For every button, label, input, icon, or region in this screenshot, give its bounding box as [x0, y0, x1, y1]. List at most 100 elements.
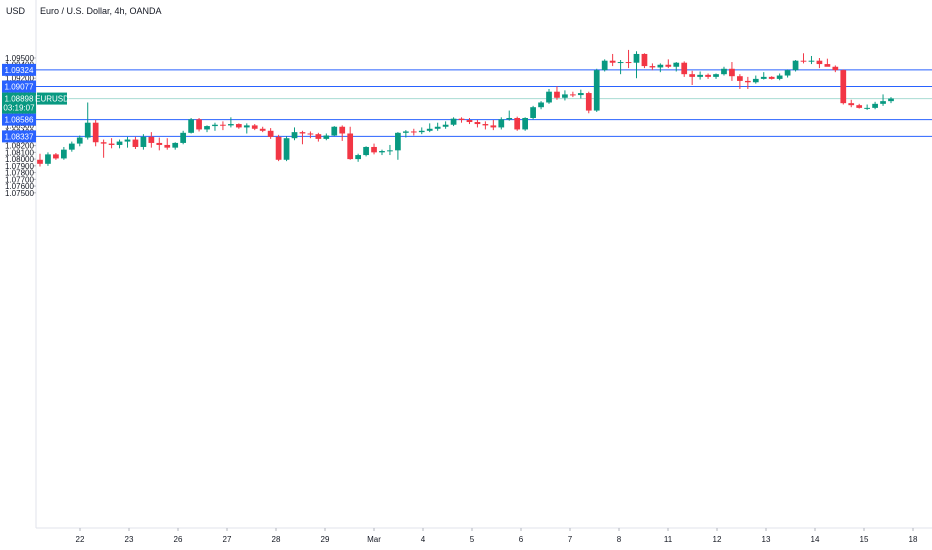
candle-body: [577, 93, 584, 96]
candle-body: [124, 139, 131, 142]
candle-body: [554, 91, 560, 98]
candle-body: [784, 70, 791, 76]
y-tick-label: 1.07700: [5, 175, 34, 184]
candle-body: [458, 118, 465, 121]
candle-body: [649, 66, 656, 68]
y-tick-label: 1.08500: [5, 121, 34, 130]
candle-body: [331, 126, 338, 136]
grid: [35, 0, 932, 529]
candle-body: [776, 75, 783, 79]
x-tick-label: 6: [519, 535, 524, 544]
candle-body: [506, 117, 513, 120]
candle-body: [824, 64, 831, 67]
candle-body: [808, 60, 815, 62]
candle-body: [848, 103, 855, 106]
current-price-label-bg: [2, 92, 36, 114]
candle-body: [243, 125, 250, 128]
candle-body: [856, 105, 863, 108]
level-label-bg: [2, 113, 36, 126]
candle-body: [108, 143, 115, 145]
candle-body: [68, 143, 75, 150]
candle-body: [60, 149, 67, 159]
y-tick-label: 1.09500: [5, 54, 34, 63]
candle-body: [665, 64, 672, 67]
candle-body: [196, 119, 202, 130]
candle-body: [538, 102, 544, 108]
horizontal-levels[interactable]: [36, 69, 932, 137]
candle-body: [697, 74, 703, 77]
candle-body: [721, 68, 727, 75]
candle-body: [880, 101, 886, 104]
candle-body: [339, 126, 346, 134]
candle-body: [641, 53, 648, 67]
candle-body: [673, 62, 680, 67]
candle-body: [323, 135, 330, 139]
candle-body: [251, 125, 258, 129]
candle-body: [737, 76, 743, 81]
y-tick-label: 1.08000: [5, 155, 34, 164]
y-tick-label: 1.07900: [5, 162, 34, 171]
candle-body: [100, 142, 107, 144]
candle-body: [228, 124, 234, 126]
candle-body: [792, 60, 799, 71]
candle-body: [466, 120, 473, 123]
candle-body: [864, 107, 871, 109]
candle-body: [315, 134, 322, 139]
candle-body: [546, 91, 552, 103]
candle-body: [514, 117, 521, 130]
candle-body: [474, 122, 481, 125]
symbol-title: Euro / U.S. Dollar, 4h, OANDA: [40, 6, 162, 16]
candle-body: [713, 74, 719, 77]
candle-body: [418, 130, 425, 133]
candle-body: [490, 125, 497, 128]
currency-label[interactable]: USD: [6, 6, 26, 16]
candle-body: [37, 159, 43, 164]
y-tick-label: 1.08200: [5, 142, 34, 151]
candle-body: [45, 154, 51, 164]
level-labels: 1.09324 1.09077 1.08586 1.08337 1.0889803:19…: [2, 63, 69, 143]
candle-body: [530, 107, 536, 118]
x-tick-label: 15: [860, 535, 869, 544]
candle-body: [355, 155, 361, 160]
candle-body: [156, 142, 163, 145]
x-tick-label: 12: [713, 535, 722, 544]
candle-body: [307, 133, 314, 135]
candle-body: [562, 94, 568, 98]
candle-body: [800, 60, 807, 62]
x-tick-label: 26: [174, 535, 183, 544]
candle-body: [689, 74, 696, 77]
x-tick-label: 27: [223, 535, 232, 544]
candle-body: [299, 132, 306, 134]
candle-body: [387, 150, 393, 152]
candle-body: [752, 78, 759, 83]
x-tick-label: 7: [568, 535, 573, 544]
candle-body: [140, 136, 147, 147]
level-label-bg: [2, 80, 36, 93]
y-tick-label: 1.08100: [5, 148, 34, 157]
candle-body: [379, 151, 385, 153]
candle-body: [220, 124, 226, 126]
level-label: 1.09324: [5, 66, 34, 75]
candle-body: [92, 122, 99, 143]
candles: [37, 49, 894, 167]
countdown-label: 03:19:07: [3, 104, 35, 113]
time-axis[interactable]: 22 23 26 27 28 29 Mar 4 5 6 7 8 11 12 13 14 15 18: [76, 528, 918, 544]
candle-body: [872, 103, 878, 108]
candle-body: [609, 60, 616, 63]
candle-body: [116, 141, 123, 145]
top-bar: USD Euro / U.S. Dollar, 4h, OANDA: [0, 0, 932, 26]
x-tick-label: 5: [470, 535, 475, 544]
x-tick-label: Mar: [367, 535, 381, 544]
level-label-bg: [2, 63, 36, 76]
candle-body: [657, 64, 664, 68]
candle-body: [148, 136, 155, 143]
candle-body: [53, 154, 59, 159]
x-tick-label: 13: [762, 535, 771, 544]
candle-body: [267, 130, 274, 137]
candle-body: [426, 128, 433, 131]
candle-body: [570, 94, 576, 96]
candle-body: [593, 70, 600, 111]
x-tick-label: 8: [617, 535, 622, 544]
